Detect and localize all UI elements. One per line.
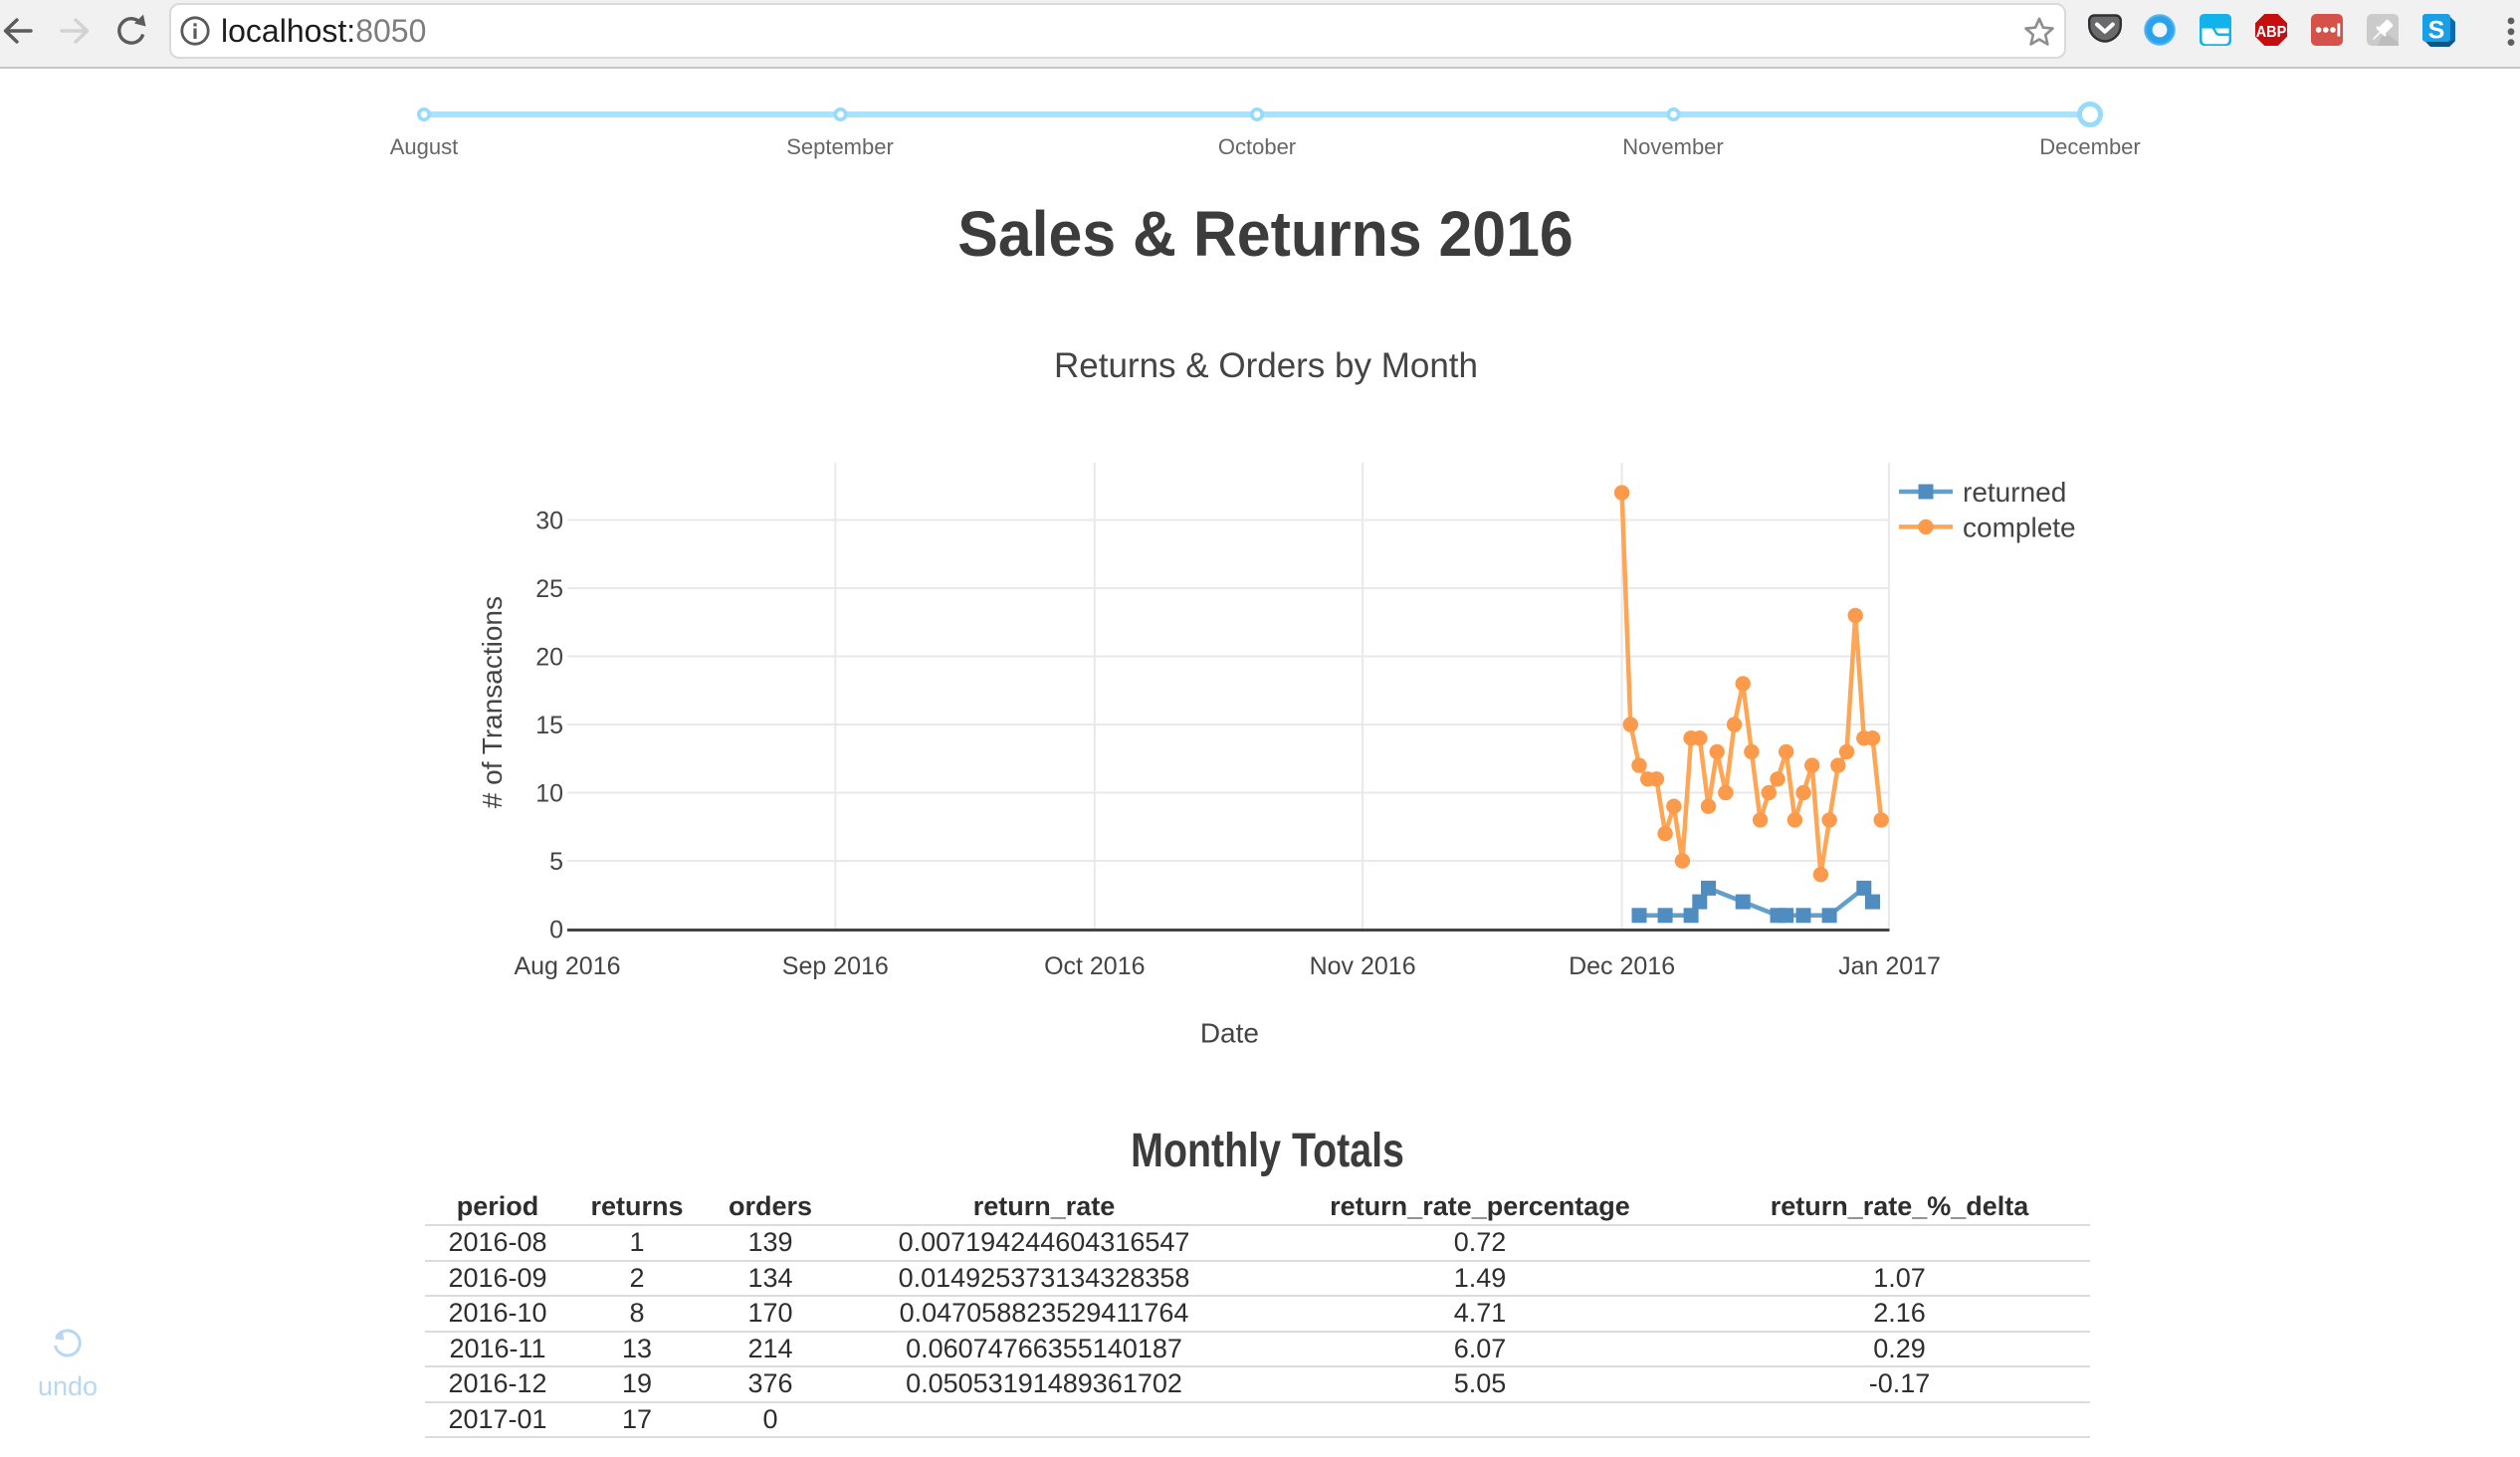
svg-text:Returns & Orders by Month: Returns & Orders by Month — [1054, 346, 1478, 385]
svg-text:Dec 2016: Dec 2016 — [1569, 952, 1675, 980]
svg-text:Jan 2017: Jan 2017 — [1838, 952, 1941, 980]
svg-text:complete: complete — [1963, 512, 2076, 542]
svg-text:Date: Date — [1200, 1018, 1259, 1049]
svg-text:0: 0 — [549, 917, 563, 944]
svg-text:15: 15 — [535, 712, 563, 739]
svg-text:returned: returned — [1963, 477, 2066, 508]
svg-text:20: 20 — [535, 644, 563, 672]
svg-text:ABP: ABP — [2256, 25, 2287, 41]
svg-text:# of Transactions: # of Transactions — [477, 596, 508, 808]
svg-text:Aug 2016: Aug 2016 — [514, 952, 620, 980]
svg-text:25: 25 — [535, 575, 563, 603]
svg-text:Nov 2016: Nov 2016 — [1310, 952, 1416, 980]
svg-text:Oct 2016: Oct 2016 — [1044, 952, 1145, 980]
svg-text:10: 10 — [535, 780, 563, 808]
svg-text:30: 30 — [535, 508, 563, 535]
svg-text:S: S — [2428, 17, 2445, 45]
svg-text:Sep 2016: Sep 2016 — [782, 952, 889, 980]
svg-text:5: 5 — [549, 848, 563, 876]
